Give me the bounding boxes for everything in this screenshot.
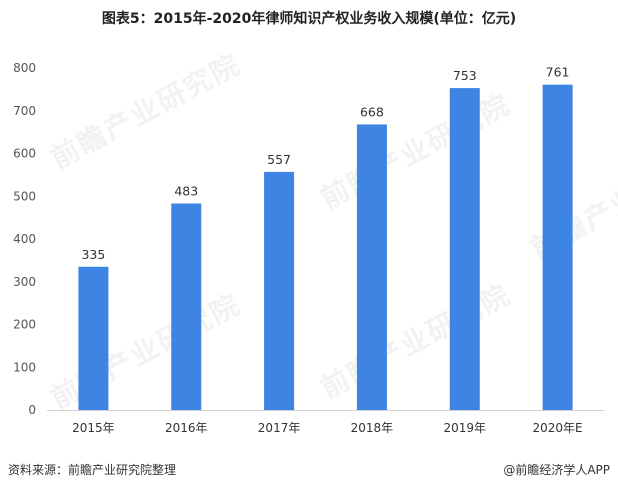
- y-tick-label: 600: [13, 147, 36, 161]
- y-tick-label: 200: [13, 318, 36, 332]
- bar: [264, 171, 295, 410]
- x-tick-label: 2015年: [72, 421, 115, 435]
- bar: [78, 266, 109, 410]
- y-tick-label: 300: [13, 275, 36, 289]
- bar-value-label: 761: [546, 65, 570, 80]
- x-tick-label: 2019年: [443, 421, 486, 435]
- brand-credit: @前瞻经济学人APP: [503, 463, 610, 477]
- y-tick-label: 100: [13, 360, 36, 374]
- bar: [449, 88, 480, 410]
- y-tick-label: 0: [28, 403, 36, 417]
- bar: [356, 124, 387, 411]
- bar: [171, 203, 202, 410]
- bar-value-label: 668: [360, 104, 384, 119]
- y-tick-label: 400: [13, 232, 36, 246]
- y-tick-label: 500: [13, 189, 36, 203]
- y-tick-label: 800: [13, 61, 36, 75]
- y-tick-label: 700: [13, 104, 36, 118]
- bar-value-label: 753: [453, 68, 477, 83]
- x-tick-label: 2017年: [258, 421, 301, 435]
- bar-value-label: 483: [174, 184, 198, 199]
- x-tick-label: 2020年E: [533, 421, 583, 435]
- x-tick-label: 2018年: [351, 421, 394, 435]
- chart-title: 图表5：2015年-2020年律师知识产权业务收入规模(单位：亿元): [101, 11, 517, 27]
- x-tick-label: 2016年: [165, 421, 208, 435]
- bar-value-label: 335: [81, 247, 105, 262]
- source-note: 资料来源：前瞻产业研究院整理: [8, 463, 177, 477]
- bar-value-label: 557: [267, 152, 291, 167]
- bar: [542, 84, 573, 411]
